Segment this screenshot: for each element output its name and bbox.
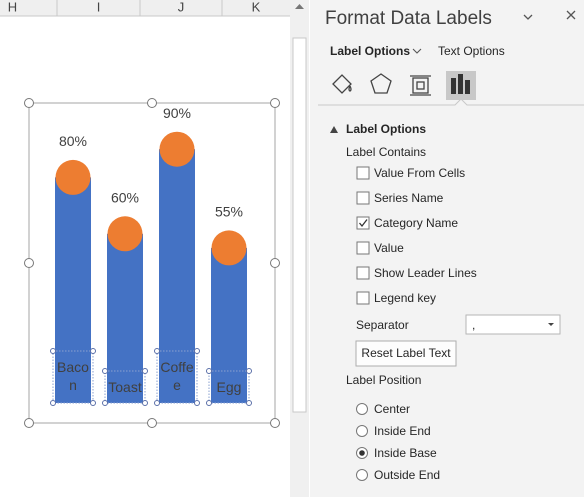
label-selection[interactable] (156, 350, 198, 404)
label-handle[interactable] (194, 400, 200, 406)
group-heading: Label Contains (346, 145, 427, 159)
pane-close[interactable] (566, 10, 576, 20)
separator-label: Separator (356, 318, 409, 332)
radio-label[interactable]: Outside End (374, 468, 441, 482)
chart-handle[interactable] (270, 418, 280, 428)
checkbox[interactable] (356, 241, 370, 255)
pane-title: Format Data Labels (325, 8, 492, 29)
chart-handle[interactable] (147, 418, 157, 428)
label-handle[interactable] (246, 368, 252, 374)
reset-button-label[interactable]: Reset Label Text (361, 346, 451, 360)
label-handle[interactable] (102, 400, 108, 406)
checkbox-label[interactable]: Show Leader Lines (374, 266, 477, 280)
column-header-bar (0, 0, 290, 16)
radio[interactable] (356, 425, 368, 437)
category-label[interactable]: Bacon (57, 359, 89, 393)
radio-label[interactable]: Inside Base (374, 446, 437, 460)
category-label[interactable]: Egg (216, 379, 242, 395)
category-label[interactable]: Coffee (160, 359, 194, 393)
checkbox[interactable] (356, 291, 370, 305)
radio[interactable] (356, 403, 368, 415)
checkbox[interactable] (356, 266, 370, 280)
marker[interactable] (107, 216, 143, 252)
section-collapse[interactable] (330, 126, 338, 133)
checkbox-label[interactable]: Value From Cells (374, 166, 466, 180)
icon-row-divider (318, 98, 584, 106)
label-handle[interactable] (90, 400, 96, 406)
label-selection[interactable] (52, 350, 94, 404)
value-label[interactable]: 55% (215, 204, 243, 220)
chart-handle[interactable] (24, 258, 34, 268)
column-header: J (178, 0, 185, 14)
section-title[interactable]: Label Options (346, 122, 427, 136)
checkbox-label[interactable]: Value (374, 241, 404, 255)
scroll-thumb[interactable] (292, 37, 307, 413)
label-handle[interactable] (194, 348, 200, 354)
label-handle[interactable] (102, 368, 108, 374)
label-handle[interactable] (50, 400, 56, 406)
tab-chevron[interactable] (412, 48, 422, 54)
chart-handle[interactable] (270, 98, 280, 108)
chart-handle[interactable] (24, 418, 34, 428)
radio[interactable] (356, 469, 368, 481)
reset-button[interactable] (355, 340, 457, 367)
tab[interactable]: Label Options (330, 44, 411, 58)
value-label[interactable]: 60% (111, 190, 139, 206)
label-handle[interactable] (206, 400, 212, 406)
marker[interactable] (55, 159, 91, 195)
label-handle[interactable] (154, 348, 160, 354)
checkbox-label[interactable]: Series Name (374, 191, 444, 205)
label-handle[interactable] (246, 400, 252, 406)
label-options-icon[interactable] (451, 74, 470, 94)
tab[interactable]: Text Options (438, 44, 505, 58)
group-heading: Label Position (346, 373, 422, 387)
radio-label[interactable]: Center (374, 402, 411, 416)
chart-handle[interactable] (24, 98, 34, 108)
label-handle[interactable] (50, 348, 56, 354)
scroll-up[interactable] (295, 4, 304, 9)
checkbox-label[interactable]: Legend key (374, 291, 437, 305)
value-label[interactable]: 80% (59, 133, 87, 149)
checkbox[interactable] (356, 191, 370, 205)
label-handle[interactable] (90, 348, 96, 354)
bar[interactable] (107, 233, 143, 403)
label-handle[interactable] (142, 368, 148, 374)
separator-value[interactable]: , (472, 318, 476, 332)
marker[interactable] (159, 131, 195, 167)
marker[interactable] (211, 230, 247, 266)
radio-dot (359, 450, 365, 456)
separator-dropdown[interactable] (465, 314, 561, 335)
checkbox-label[interactable]: Category Name (374, 216, 459, 230)
size-icon[interactable] (410, 75, 431, 96)
bar[interactable] (211, 247, 247, 403)
label-handle[interactable] (206, 368, 212, 374)
column-header: I (97, 0, 101, 14)
label-handle[interactable] (154, 400, 160, 406)
column-header: H (8, 0, 17, 14)
chart-handle[interactable] (147, 98, 157, 108)
checkbox[interactable] (356, 216, 370, 230)
fill-icon[interactable] (332, 74, 352, 94)
dropdown-arrow[interactable] (548, 323, 554, 326)
chart-handle[interactable] (270, 258, 280, 268)
category-label[interactable]: Toast (108, 379, 142, 395)
bar[interactable] (55, 177, 91, 403)
checkbox[interactable] (356, 166, 370, 180)
bar[interactable] (159, 149, 195, 403)
column-header: K (252, 0, 261, 14)
value-label[interactable]: 90% (163, 105, 191, 121)
pane-menu[interactable] (523, 14, 533, 20)
radio-label[interactable]: Inside End (374, 424, 431, 438)
checkmark (359, 219, 368, 228)
effects-icon[interactable] (370, 73, 392, 94)
label-handle[interactable] (142, 400, 148, 406)
